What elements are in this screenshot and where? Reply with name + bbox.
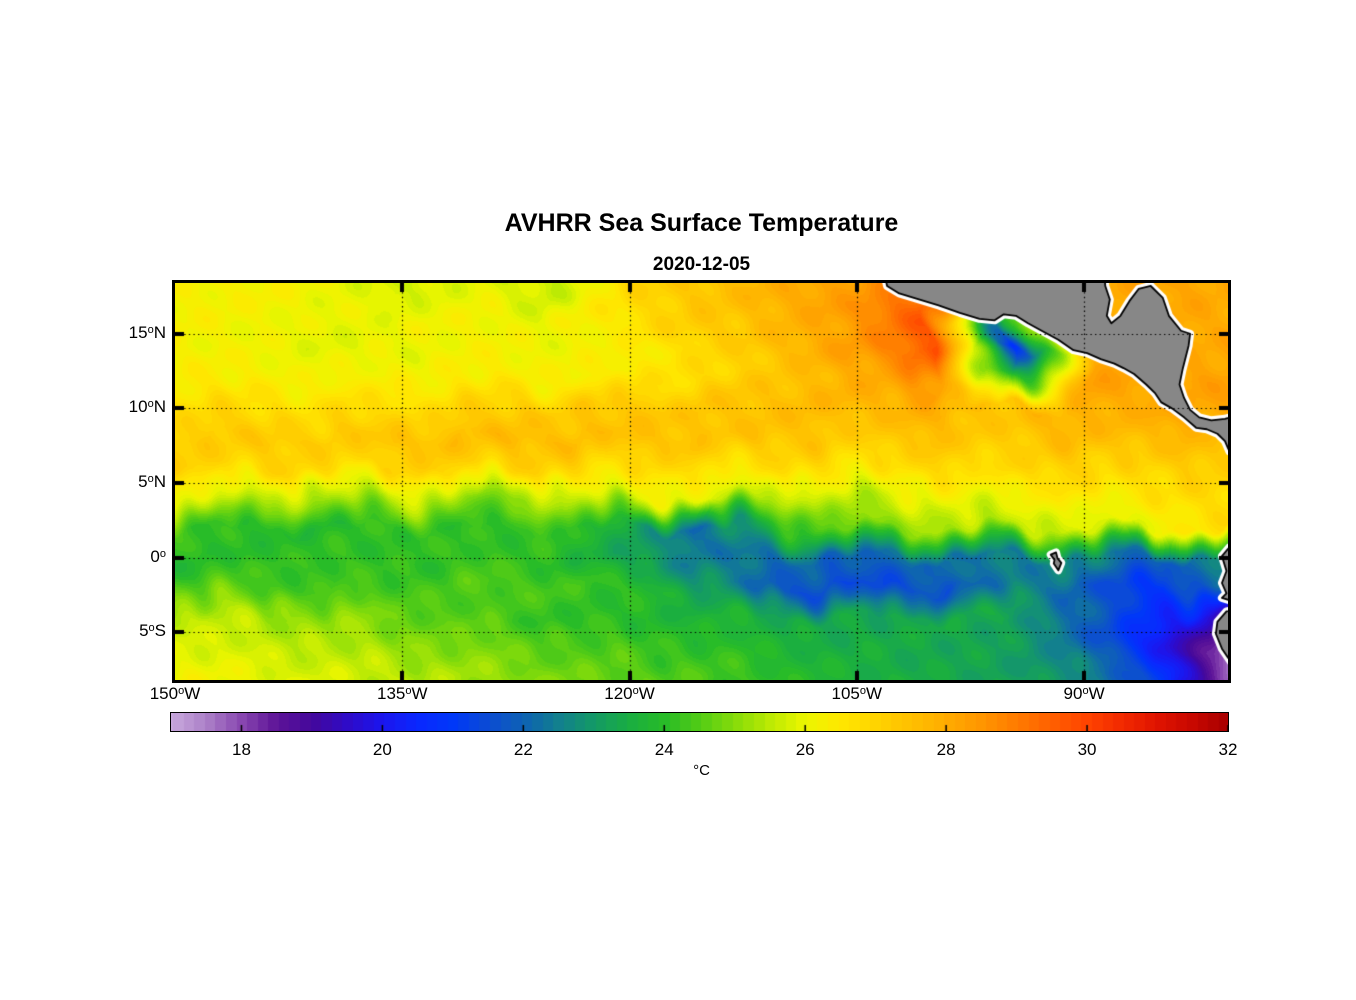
y-tick-label-pre: 5 bbox=[139, 621, 149, 641]
x-tick-label: 135oW bbox=[377, 684, 428, 704]
x-tick-label-sup: o bbox=[178, 685, 185, 697]
x-tick-label-pre: 90 bbox=[1063, 684, 1083, 703]
colorbar-tick-label: 18 bbox=[231, 740, 251, 759]
y-tick-label-post: N bbox=[153, 397, 166, 417]
y-tick-label-pre: 5 bbox=[138, 471, 148, 491]
y-tick-label-post: N bbox=[153, 471, 166, 491]
y-tick-label: 0o bbox=[150, 547, 166, 567]
x-tick-label-sup: o bbox=[632, 685, 639, 697]
x-tick-label-pre: 150 bbox=[149, 684, 179, 703]
colorbar-tick-label: 22 bbox=[513, 740, 533, 759]
y-tick-label-post: N bbox=[153, 322, 166, 342]
y-tick-label-sup: o bbox=[147, 323, 154, 336]
x-tick-label-pre: 120 bbox=[604, 684, 633, 703]
sst-heatmap-canvas bbox=[175, 283, 1228, 680]
x-tick-label-sup: o bbox=[405, 685, 412, 697]
x-tick-label: 90oW bbox=[1064, 684, 1105, 704]
x-tick-label-post: W bbox=[411, 684, 428, 703]
x-tick-label-post: W bbox=[184, 684, 201, 703]
x-tick-label-sup: o bbox=[859, 685, 867, 697]
sst-map-plot bbox=[172, 280, 1231, 683]
colorbar-unit-label: °C bbox=[693, 762, 710, 779]
y-tick-label-sup: o bbox=[148, 622, 155, 635]
figure-title: AVHRR Sea Surface Temperature bbox=[504, 209, 899, 237]
colorbar-gradient-canvas bbox=[171, 713, 1228, 731]
x-tick-label: 105oW bbox=[832, 684, 883, 704]
y-tick-label-sup: o bbox=[147, 398, 154, 411]
figure-subtitle: 2020-12-05 bbox=[652, 254, 751, 275]
y-tick-label: 15oN bbox=[129, 323, 166, 343]
colorbar-tick-label: 28 bbox=[936, 740, 956, 759]
x-tick-label-sup: o bbox=[1082, 685, 1089, 697]
y-tick-label-pre: 15 bbox=[128, 322, 148, 342]
y-tick-label: 5oN bbox=[138, 472, 166, 492]
colorbar-tick-label: 20 bbox=[372, 740, 392, 759]
x-tick-label: 150oW bbox=[150, 684, 201, 704]
colorbar-tick-label: 32 bbox=[1218, 740, 1238, 759]
y-tick-label: 10oN bbox=[129, 397, 166, 417]
x-tick-label-pre: 135 bbox=[376, 684, 406, 703]
y-tick-label-sup: o bbox=[147, 472, 154, 485]
y-tick-label-post: S bbox=[154, 621, 166, 641]
y-tick-label-sup: o bbox=[159, 547, 166, 560]
y-tick-label-pre: 0 bbox=[150, 546, 160, 566]
x-tick-label: 120oW bbox=[604, 684, 655, 704]
y-tick-label-pre: 10 bbox=[128, 397, 148, 417]
x-tick-label-post: W bbox=[638, 684, 655, 703]
y-tick-label: 5oS bbox=[139, 621, 166, 641]
colorbar bbox=[170, 712, 1229, 732]
colorbar-tick-label: 26 bbox=[795, 740, 815, 759]
x-tick-label-pre: 105 bbox=[831, 684, 860, 703]
x-tick-label-post: W bbox=[1088, 684, 1105, 703]
colorbar-tick-label: 30 bbox=[1077, 740, 1097, 759]
x-tick-label-post: W bbox=[866, 684, 883, 703]
colorbar-tick-label: 24 bbox=[654, 740, 674, 759]
